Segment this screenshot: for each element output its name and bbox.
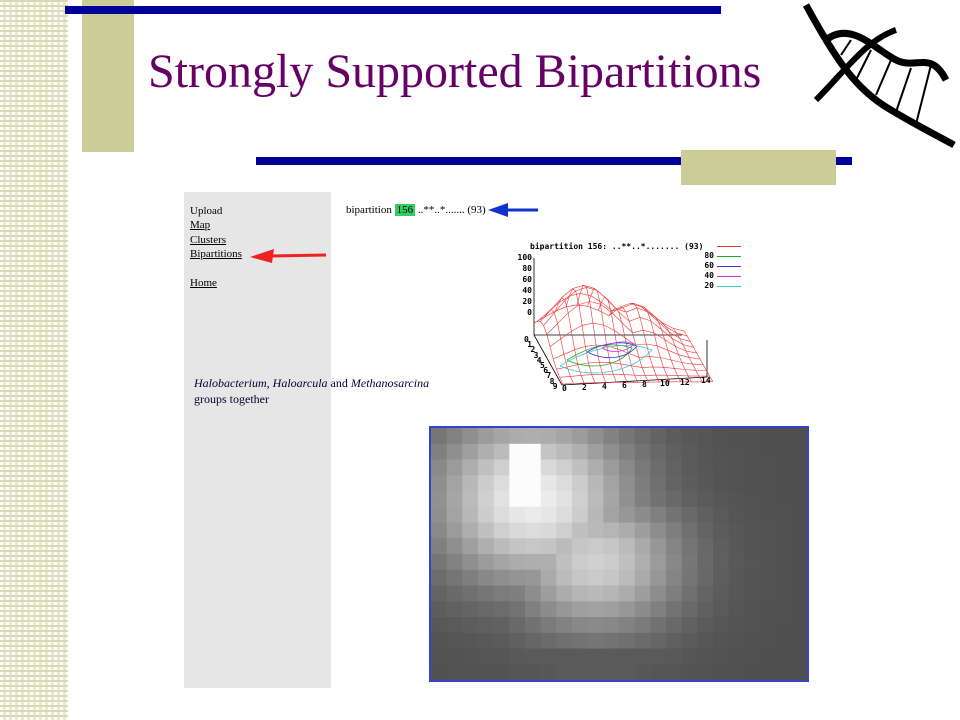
z-tick-label: 100 bbox=[517, 253, 532, 262]
nav-link-upload[interactable]: Upload bbox=[190, 205, 223, 217]
y-tick-label: 2 bbox=[530, 345, 536, 355]
legend-label: 80 bbox=[704, 251, 714, 260]
x-tick-label: 2 bbox=[582, 383, 587, 392]
legend-swatch bbox=[717, 266, 741, 267]
bipartition-pattern: ..**..*....... bbox=[417, 204, 465, 216]
plot-heading: bipartition 156: ..**..*....... (93) bbox=[530, 242, 704, 251]
heatmap-cells bbox=[431, 428, 807, 680]
nav-link-map[interactable]: Map bbox=[190, 219, 211, 231]
z-tick-label: 40 bbox=[522, 286, 532, 295]
x-tick-label: 12 bbox=[680, 378, 690, 387]
bipartition-description: Halobacterium, Haloarcula and Methanosar… bbox=[194, 375, 524, 407]
x-tick-label: 4 bbox=[602, 382, 607, 391]
surface-plot bbox=[533, 258, 714, 386]
nav-link-clusters[interactable]: Clusters bbox=[190, 234, 227, 246]
z-tick-label: 80 bbox=[522, 264, 532, 273]
x-tick-label: 14 bbox=[701, 376, 711, 385]
bipartition-number[interactable]: 156 bbox=[394, 204, 416, 216]
legend-label: 40 bbox=[704, 271, 714, 280]
z-tick-label: 60 bbox=[522, 275, 532, 284]
y-tick-label: 9 bbox=[552, 381, 558, 391]
z-tick-label: 20 bbox=[522, 297, 532, 306]
dna-helix-icon bbox=[802, 3, 956, 149]
y-tick-label: 6 bbox=[543, 366, 549, 376]
x-tick-label: 10 bbox=[660, 379, 670, 388]
z-tick-label: 0 bbox=[527, 308, 532, 317]
red-arrow-icon bbox=[250, 249, 327, 263]
y-tick-label: 1 bbox=[527, 340, 533, 350]
taxon-name: Haloarcula bbox=[272, 376, 328, 390]
legend-swatch bbox=[717, 286, 741, 287]
nav-link-home[interactable]: Home bbox=[190, 277, 217, 289]
y-tick-label: 0 bbox=[524, 335, 529, 344]
x-tick-label: 0 bbox=[562, 384, 567, 393]
taxon-name: Methanosarcina bbox=[350, 376, 430, 390]
legend-swatch bbox=[717, 256, 741, 257]
slide-title: Strongly Supported Bipartitions bbox=[148, 45, 762, 98]
description-rest: groups together bbox=[194, 392, 269, 406]
conjunction: and bbox=[330, 376, 348, 390]
bipartition-selection: bipartition 156 ..**..*....... (93) bbox=[346, 204, 486, 216]
bipartition-support: (93) bbox=[467, 204, 486, 216]
x-tick-label: 8 bbox=[642, 380, 647, 389]
y-tick-label: 7 bbox=[546, 371, 552, 381]
y-tick-label: 3 bbox=[533, 350, 539, 360]
legend-label: 20 bbox=[704, 281, 714, 290]
legend-swatch bbox=[717, 246, 741, 247]
taxon-name: Halobacterium, bbox=[194, 376, 270, 390]
x-tick-label: 6 bbox=[622, 381, 627, 390]
y-tick-label: 8 bbox=[549, 376, 555, 386]
blue-arrow-icon bbox=[488, 203, 538, 217]
y-tick-label: 4 bbox=[536, 355, 542, 365]
title-underline-rule bbox=[256, 157, 852, 165]
decorative-stripe-column bbox=[0, 0, 68, 720]
side-panel bbox=[184, 192, 331, 688]
similarity-heatmap bbox=[429, 426, 809, 682]
decorative-tan-block-small bbox=[681, 150, 836, 185]
top-rule bbox=[65, 6, 721, 14]
legend-swatch bbox=[717, 276, 741, 277]
bipartition-label: bipartition bbox=[346, 204, 392, 216]
decorative-tan-block bbox=[82, 0, 134, 152]
y-tick-label: 5 bbox=[540, 361, 545, 370]
legend-label: 60 bbox=[704, 261, 714, 270]
nav-link-bipartitions[interactable]: Bipartitions bbox=[190, 248, 242, 260]
